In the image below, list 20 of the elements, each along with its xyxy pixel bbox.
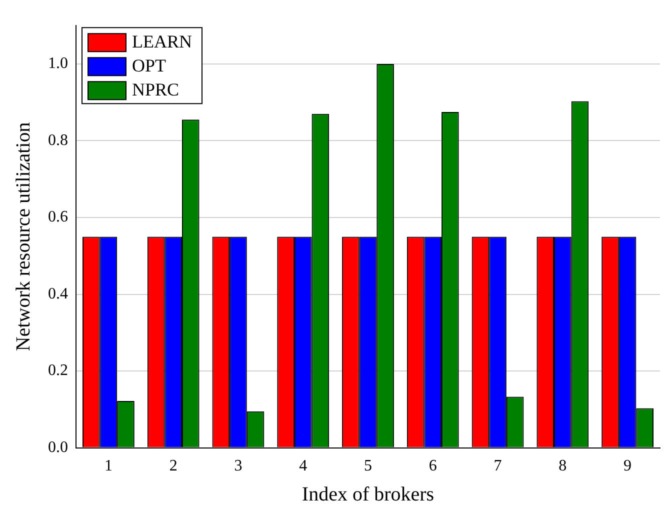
y-tick-label: 0.2 (48, 362, 68, 380)
legend-label: OPT (132, 55, 166, 76)
y-tick-label: 0.4 (48, 285, 68, 302)
x-tick-label: 1 (104, 458, 112, 475)
x-tick-label: 6 (428, 458, 437, 475)
x-axis-title: Index of brokers (302, 483, 434, 506)
x-tick-label: 3 (234, 458, 242, 475)
x-tick-label: 4 (299, 458, 308, 475)
y-axis-title: Network resource utilization (12, 122, 34, 352)
y-tick-label: 0.8 (48, 132, 68, 149)
legend-label: NPRC (132, 79, 180, 100)
x-tick-label: 5 (364, 458, 372, 475)
x-tick-label: 8 (558, 458, 567, 475)
x-tick-label: 2 (169, 458, 178, 475)
y-tick-label: 0.0 (48, 439, 68, 456)
y-tick-label: 1.0 (48, 55, 68, 72)
y-tick-label: 0.6 (48, 208, 68, 226)
x-tick-label: 9 (624, 458, 632, 475)
x-tick-label: 7 (494, 458, 502, 475)
legend-label: LEARN (132, 31, 192, 52)
